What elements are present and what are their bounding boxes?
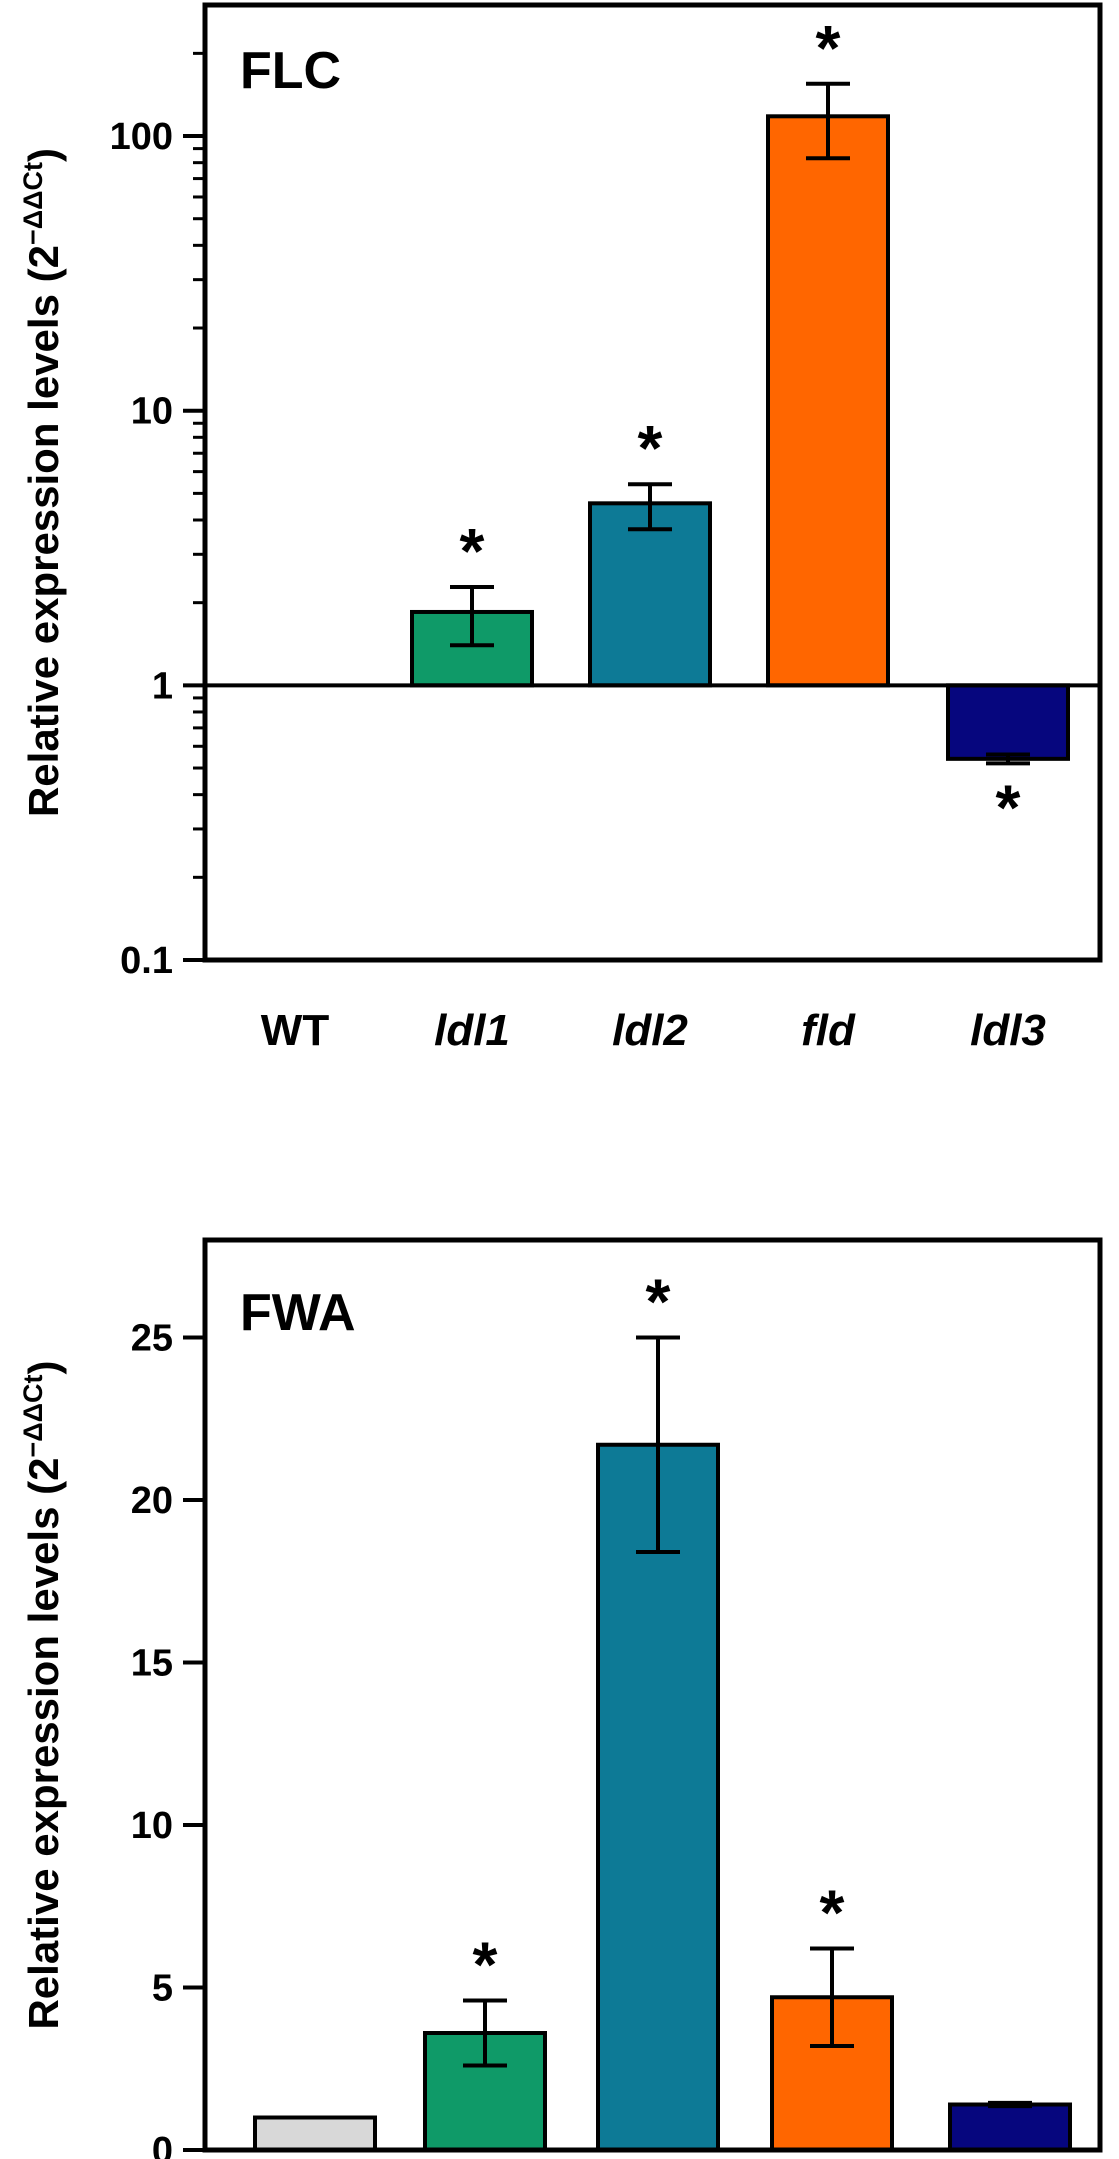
y-axis-title-superscript: −ΔΔCt	[18, 162, 48, 245]
y-tick-label: 20	[131, 1480, 173, 1522]
bar-ldl3	[946, 683, 1070, 761]
y-axis-title-main: Relative expression levels (2	[20, 1458, 67, 2030]
y-axis-title-main: Relative expression levels (2	[20, 245, 67, 817]
bar-fld	[766, 114, 890, 688]
x-label-fld: fld	[801, 1006, 856, 1055]
y-tick-label: 10	[131, 391, 173, 433]
x-label-ldl3: ldl3	[970, 1006, 1046, 1055]
significance-star-fld: *	[820, 1877, 845, 1949]
x-label-ldl2: ldl2	[612, 1006, 688, 1055]
fwa-chart: 0510152025WT*ldl1*ldl2*fldldl3FWARelativ…	[18, 1237, 1103, 2159]
significance-star-ldl1: *	[460, 515, 485, 587]
y-tick-label: 5	[152, 1968, 173, 2010]
bar-WT	[253, 2115, 377, 2152]
bar-ldl3	[948, 2102, 1072, 2152]
panel-title: FLC	[240, 42, 341, 100]
y-tick-label: 100	[110, 116, 173, 158]
plot-frame	[202, 1237, 1103, 2153]
x-label-ldl1: ldl1	[434, 1006, 510, 1055]
panel-title: FWA	[240, 1284, 356, 1342]
flc-chart: 0.1 1 10 100 WT * ldl1 * ldl2 * fld * ldl3 FLC Relativ…	[18, 2, 1103, 1055]
y-axis-title: Relative expression levels (2−ΔΔCt)	[18, 1360, 67, 2029]
x-label-WT: WT	[261, 1006, 330, 1055]
y-tick-label: 15	[131, 1643, 173, 1685]
y-axis-title-close: )	[20, 1360, 67, 1374]
significance-star-ldl2: *	[646, 1266, 671, 1338]
significance-star-fld: *	[816, 12, 841, 84]
bar-ldl2	[596, 1442, 720, 2152]
y-tick-label: 10	[131, 1805, 173, 1847]
bar-ldl2	[588, 501, 712, 688]
y-axis-title-close: )	[20, 148, 67, 162]
y-axis-title: Relative expression levels (2−ΔΔCt)	[18, 148, 67, 817]
y-axis-title-superscript: −ΔΔCt	[18, 1374, 48, 1457]
y-tick-label: 0	[152, 2130, 173, 2159]
significance-star-ldl3: *	[996, 771, 1021, 843]
plot-frame	[202, 2, 1103, 963]
y-tick-label: 1	[152, 665, 173, 707]
y-tick-label: 0.1	[120, 940, 173, 982]
significance-star-ldl1: *	[473, 1929, 498, 2001]
significance-star-ldl2: *	[638, 412, 663, 484]
y-tick-label: 25	[131, 1318, 173, 1360]
